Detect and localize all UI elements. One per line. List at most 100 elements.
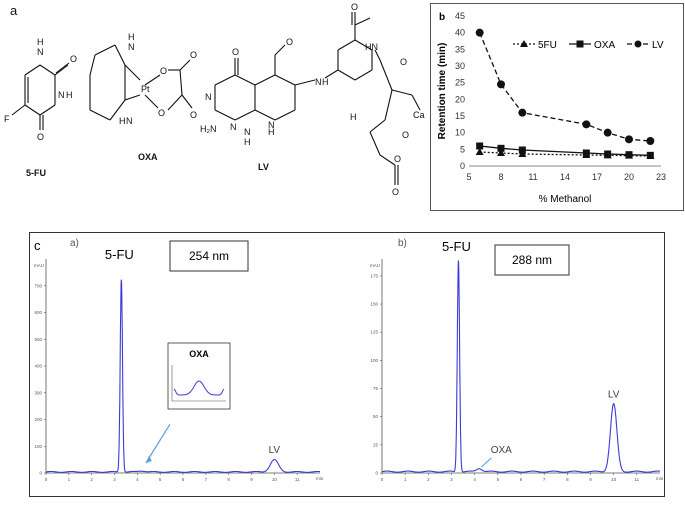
chart-c-ytick-label: 175 bbox=[370, 273, 378, 278]
chart-c-ytick-label: 500 bbox=[34, 337, 42, 342]
lv-atom-h2: H bbox=[268, 127, 275, 137]
chart-b-point-5FU bbox=[497, 149, 505, 156]
fu-atom-n1: N bbox=[37, 47, 44, 57]
chart-b-xtick-label: 23 bbox=[656, 172, 666, 182]
chart-c-peak-label-lv: LV bbox=[608, 389, 620, 400]
chart-c-x-unit: min bbox=[316, 476, 324, 481]
chart-c-xtick-label: 11 bbox=[634, 477, 639, 482]
chart-b-xtick-label: 11 bbox=[528, 172, 537, 182]
fu-atom-h2: H bbox=[66, 90, 73, 100]
chart-c-oxa-arrow-right bbox=[480, 457, 492, 468]
chart-b-xtick-label: 5 bbox=[466, 172, 471, 182]
chart-c-ytick-label: 300 bbox=[34, 390, 42, 395]
chart-c-ytick-label: 150 bbox=[370, 302, 378, 307]
lv-atom-n1: N bbox=[205, 92, 212, 102]
chart-c-ytick-label: 0 bbox=[39, 471, 42, 476]
oxa-atom-o1: O bbox=[160, 66, 167, 76]
panel-a-letter: a bbox=[10, 3, 18, 18]
lv-atom-o6: O bbox=[394, 154, 401, 164]
chart-b-point-LV bbox=[625, 135, 633, 144]
chart-c-trace bbox=[382, 260, 661, 473]
chart-b-ytick-label: 0 bbox=[460, 161, 465, 171]
chart-b-xtick-label: 17 bbox=[592, 172, 602, 182]
chart-b-ytick-label: 15 bbox=[455, 111, 465, 121]
chart-c-xtick-label: 10 bbox=[611, 477, 617, 482]
chart-c-y-unit: mAU bbox=[370, 263, 380, 268]
oxa-atom-pt: Pt bbox=[141, 84, 150, 94]
lv-atom-o5: O bbox=[402, 130, 409, 140]
chart-b-point-LV bbox=[646, 137, 655, 145]
chart-c-oxa-arrowhead-left bbox=[145, 456, 152, 463]
lv-extra-hn: HN bbox=[365, 42, 378, 52]
chart-b-ytick-label: 25 bbox=[455, 78, 465, 88]
lv-atom-h4: H bbox=[350, 112, 357, 122]
chart-b-point-5FU bbox=[475, 148, 484, 155]
chart-c-ytick-label: 700 bbox=[34, 283, 42, 288]
chart-c-inset-box bbox=[167, 342, 231, 410]
chart-c-xtick-label: 0 bbox=[381, 477, 384, 482]
lv-atom-o2: O bbox=[286, 37, 293, 47]
lv-atom-n4: N bbox=[268, 120, 275, 130]
chart-b-panel-letter: b bbox=[439, 12, 445, 23]
chart-c-trace bbox=[46, 279, 320, 473]
chart-c-wavelength-label: 254 nm bbox=[189, 249, 229, 263]
chart-c-xtick-label: 7 bbox=[543, 477, 546, 482]
chart-c-wavelength-box bbox=[494, 244, 570, 276]
chart-b-point-OXA bbox=[646, 151, 654, 159]
chart-c-sub-letter: b) bbox=[398, 238, 407, 249]
chart-b-ytick-label: 35 bbox=[455, 44, 465, 54]
chart-b-series-line-LV bbox=[479, 32, 651, 142]
chart-b-ytick-label: 5 bbox=[460, 144, 465, 154]
lv-atom-o4: O bbox=[400, 57, 407, 67]
chart-b-ytick-label: 20 bbox=[455, 94, 465, 104]
chart-b-point-OXA bbox=[476, 142, 484, 150]
lv-atom-h1: H bbox=[244, 137, 251, 147]
chart-c-xtick-label: 6 bbox=[520, 477, 523, 482]
chart-b-point-OXA bbox=[497, 144, 505, 152]
retention-chart-panel: b 0 5 10 15 20 25 30 35 40 45 5 8 11 14 17 20 23% Methano… bbox=[430, 3, 684, 211]
oxa-atom-h1: H bbox=[128, 32, 135, 42]
chart-c-ytick-label: 100 bbox=[370, 358, 378, 363]
fu-atom-n2: N bbox=[58, 90, 65, 100]
chart-c-xtick-label: 1 bbox=[404, 477, 407, 482]
chart-b-point-OXA bbox=[518, 146, 526, 154]
lv-atom-n2: N bbox=[230, 122, 237, 132]
chart-c-ytick-label: 100 bbox=[34, 444, 42, 449]
chart-c-wavelength-box bbox=[169, 240, 249, 272]
chart-c-xtick-label: 4 bbox=[136, 477, 139, 482]
lv-caption: LV bbox=[258, 162, 269, 172]
chart-c-ytick-label: 125 bbox=[370, 330, 378, 335]
chart-b-xtick-label: 14 bbox=[560, 172, 570, 182]
structure-oxa bbox=[89, 44, 193, 121]
chart-c-ytick-label: 50 bbox=[373, 414, 379, 419]
chart-c-xtick-label: 7 bbox=[205, 477, 208, 482]
lv-atom-n5: N bbox=[315, 77, 322, 87]
chart-c-xtick-label: 8 bbox=[227, 477, 230, 482]
chart-b-legend-label-OXA: OXA bbox=[594, 40, 615, 51]
lv-atom-ca: Ca bbox=[413, 110, 425, 120]
lv-atom-o3: O bbox=[351, 2, 358, 12]
chart-b-point-OXA bbox=[582, 149, 590, 157]
fu-atom-h1: H bbox=[37, 37, 44, 47]
chart-b-ylabel: Retention time (min) bbox=[437, 43, 448, 140]
chart-b-ytick-label: 40 bbox=[455, 28, 465, 38]
fu-atom-o2: O bbox=[37, 132, 44, 142]
chart-c-xtick-label: 0 bbox=[45, 477, 48, 482]
chart-b-point-LV bbox=[518, 108, 527, 117]
chart-c-xtick-label: 11 bbox=[295, 477, 300, 482]
chart-c-peak-label-5fu: 5-FU bbox=[105, 247, 134, 262]
chart-c-xtick-label: 4 bbox=[473, 477, 476, 482]
chart-b-point-LV bbox=[497, 80, 505, 89]
chart-b-ytick-label: 30 bbox=[455, 61, 465, 71]
chart-b-xlabel: % Methanol bbox=[539, 194, 592, 205]
chart-c-sub-letter: a) bbox=[70, 238, 79, 249]
chart-b-legend-marker-5FU bbox=[520, 40, 528, 47]
chart-b-legend-label-LV: LV bbox=[652, 40, 664, 51]
structure-lv bbox=[214, 12, 421, 185]
chart-c-xtick-label: 5 bbox=[159, 477, 162, 482]
chart-c-panel-letter: c bbox=[34, 238, 41, 253]
oxa-caption: OXA bbox=[138, 152, 158, 162]
oxa-atom-o2: O bbox=[158, 108, 165, 118]
